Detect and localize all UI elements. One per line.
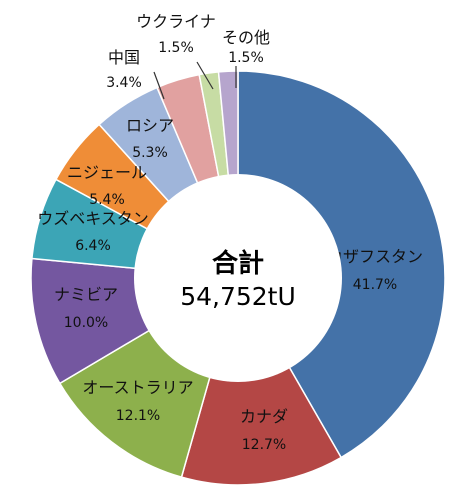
center-title: 合計 <box>212 248 264 279</box>
slice-9-leader-line <box>196 61 214 90</box>
leader-lines <box>153 61 237 100</box>
slice-9-value-label: 1.5% <box>158 40 194 56</box>
slice-4-value-label: 10.0% <box>64 315 108 331</box>
slice-7-name: ロシア <box>126 116 174 135</box>
slice-6-value-label: 5.4% <box>89 192 125 208</box>
slice-1-name: カザフスタン <box>327 247 423 266</box>
slice-4-name: ナミビア <box>54 285 118 304</box>
slice-10-value-label: 1.5% <box>228 50 264 66</box>
slice-1-value-label: 41.7% <box>353 277 397 293</box>
slice-10-name: その他 <box>222 28 270 47</box>
slice-6-name: ニジェール <box>67 163 147 182</box>
slice-5-name: ウズベキスタン <box>37 209 149 228</box>
slice-8-value-label: 3.4% <box>106 75 142 91</box>
slice-3-name: オーストラリア <box>82 378 193 397</box>
slice-7-value-label: 5.3% <box>132 145 168 161</box>
slice-3-value-label: 12.1% <box>116 408 160 424</box>
slice-8-name: 中国 <box>108 48 140 67</box>
slice-9-name: ウクライナ <box>136 12 216 31</box>
slice-labels: カザフスタン 41.7% カナダ 12.7% オーストラリア 12.1% ナミビア 10.0%… <box>37 12 423 453</box>
slice-2-value-label: 12.7% <box>242 437 286 453</box>
donut-hole <box>134 174 342 382</box>
slice-2 <box>180 276 343 486</box>
slice-2-name: カナダ <box>240 407 288 426</box>
center-total: 54,752tU <box>180 282 296 311</box>
slice-5-value-label: 6.4% <box>75 238 111 254</box>
slice-8-leader-line <box>153 71 165 100</box>
